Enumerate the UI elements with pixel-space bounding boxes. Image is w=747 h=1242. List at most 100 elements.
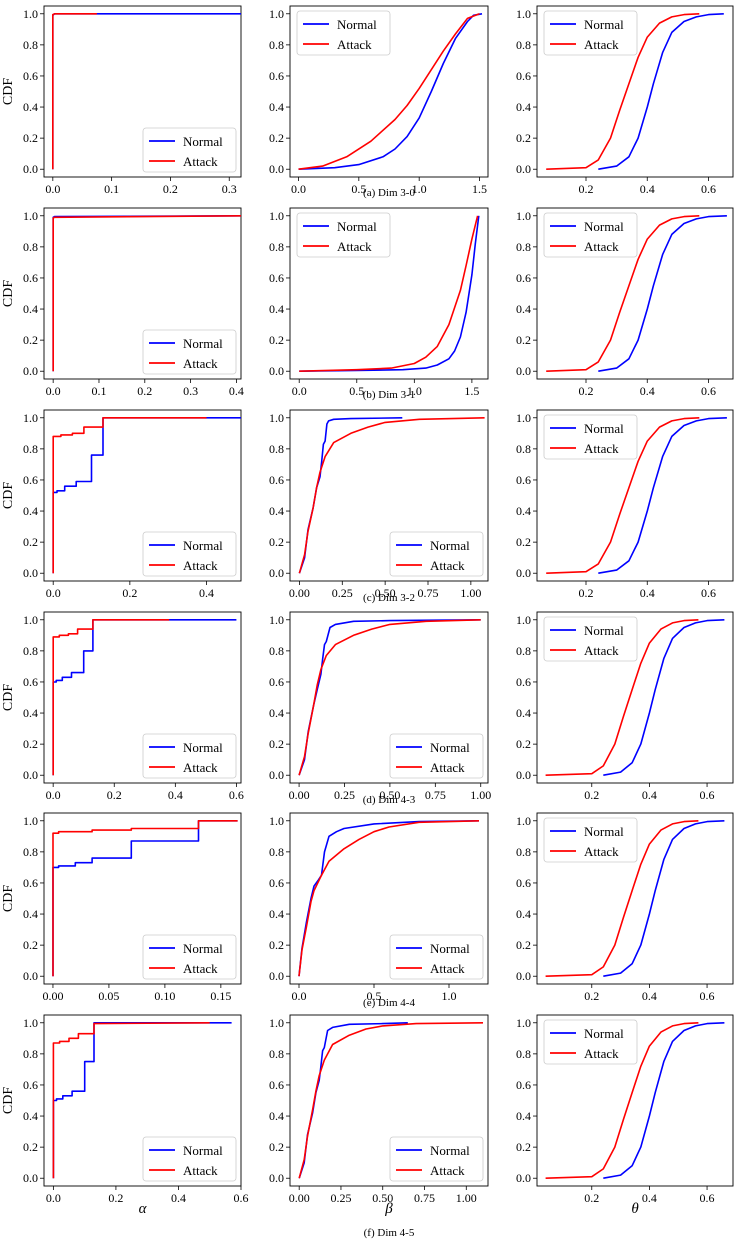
y-tick-label: 0.6	[23, 876, 38, 890]
y-tick-label: 0.0	[516, 364, 531, 378]
x-tick-label: 0.2	[108, 1191, 123, 1205]
x-axis-label: α	[139, 1201, 148, 1217]
subplot-r1-c2: 0.2 0.4 0.6 0.0 0.2 0.4 0.6 0.8 1.0 Normal Attack	[516, 207, 734, 398]
series-line-attack	[546, 417, 700, 574]
legend: Normal Attack	[389, 934, 484, 980]
x-tick-label: 0.00	[289, 586, 310, 600]
subplot-r5-c2: 0.2 0.4 0.6 0.0 0.2 0.4 0.6 0.8 1.0 Normal Attack θ	[516, 1014, 734, 1217]
x-tick-label: 0.6	[700, 989, 715, 1003]
y-tick-label: 0.2	[269, 535, 284, 549]
legend-label-normal: Normal	[584, 219, 624, 234]
subplot-r2-c2: 0.2 0.4 0.6 0.0 0.2 0.4 0.6 0.8 1.0 Normal Attack	[516, 409, 734, 600]
y-tick-label: 0.6	[516, 675, 531, 689]
y-tick-label: 0.2	[23, 131, 38, 145]
axes-frame	[536, 5, 734, 178]
series-line-attack	[52, 1022, 210, 1179]
legend-label-attack: Attack	[183, 760, 218, 775]
x-tick-label: 1.0	[412, 182, 427, 196]
series-line-normal	[603, 619, 725, 776]
x-tick-label: 0.2	[137, 384, 152, 398]
x-tick-label: 0.4	[168, 788, 183, 802]
axes-frame	[43, 812, 242, 985]
x-tick-label: 0.15	[210, 989, 231, 1003]
y-tick-label: 0.6	[269, 271, 284, 285]
x-tick-label: 1.0	[442, 989, 457, 1003]
subplot-r4-c2: 0.2 0.4 0.6 0.0 0.2 0.4 0.6 0.8 1.0 Normal Attack	[516, 812, 734, 1003]
axes-frame	[43, 611, 242, 784]
x-tick-label: 1.5	[464, 384, 479, 398]
x-tick-label: 0.2	[579, 182, 594, 196]
series-line-normal	[603, 820, 725, 977]
x-tick-label: 0.4	[640, 586, 655, 600]
legend-label-attack: Attack	[584, 844, 619, 859]
series-line-attack	[298, 1022, 484, 1179]
y-tick-label: 1.0	[516, 814, 531, 828]
y-tick-label: 0.8	[516, 240, 531, 254]
legend-label-normal: Normal	[430, 941, 470, 956]
x-tick-label: 0.25	[330, 1191, 351, 1205]
y-tick-label: 0.6	[23, 69, 38, 83]
y-tick-label: 0.0	[269, 364, 284, 378]
x-tick-label: 0.10	[154, 989, 175, 1003]
legend-label-normal: Normal	[183, 336, 223, 351]
y-tick-label: 0.6	[23, 473, 38, 487]
legend-label-normal: Normal	[183, 941, 223, 956]
legend: Normal Attack	[142, 329, 237, 375]
legend-label-attack: Attack	[430, 1163, 465, 1178]
axes-frame	[536, 611, 734, 784]
y-tick-label: 0.8	[516, 442, 531, 456]
y-tick-label: 0.0	[23, 364, 38, 378]
x-tick-label: 0.4	[642, 1191, 657, 1205]
axes-frame	[289, 409, 489, 582]
axes-frame	[536, 207, 734, 380]
legend: Normal Attack	[296, 212, 391, 258]
y-tick-label: 0.8	[23, 442, 38, 456]
x-tick-label: 0.6	[234, 1191, 249, 1205]
series-line-normal	[598, 215, 727, 372]
x-tick-label: 0.2	[163, 182, 178, 196]
legend-label-normal: Normal	[337, 219, 377, 234]
y-tick-label: 0.0	[516, 1171, 531, 1185]
y-tick-label: 0.2	[269, 1140, 284, 1154]
subplot-r1-c0: 0.0 0.1 0.2 0.3 0.4 0.0 0.2 0.4 0.6 0.8 1.0 CDF Norm…	[1, 207, 244, 398]
series-line-attack	[52, 819, 238, 977]
x-tick-label: 0.75	[425, 788, 446, 802]
series-line-attack	[298, 13, 480, 170]
legend-label-attack: Attack	[430, 760, 465, 775]
x-tick-label: 0.0	[46, 586, 61, 600]
y-tick-label: 0.0	[269, 969, 284, 983]
x-tick-label: 0.2	[122, 586, 137, 600]
y-tick-label: 1.0	[23, 613, 38, 627]
subplot-r0-c2: 0.2 0.4 0.6 0.0 0.2 0.4 0.6 0.8 1.0 Normal Attack	[516, 5, 734, 196]
subplot-r4-c0: 0.00 0.05 0.10 0.15 0.0 0.2 0.4 0.6 0.8 1.0 CDF Nor…	[1, 812, 242, 1003]
y-tick-label: 0.4	[23, 100, 38, 114]
y-tick-label: 0.0	[516, 768, 531, 782]
legend-label-normal: Normal	[183, 134, 223, 149]
x-tick-label: 0.0	[46, 384, 61, 398]
y-tick-label: 0.4	[269, 504, 284, 518]
axes-frame	[289, 611, 489, 784]
legend-label-attack: Attack	[584, 1046, 619, 1061]
x-tick-label: 0.6	[700, 788, 715, 802]
y-tick-label: 0.0	[23, 566, 38, 580]
x-tick-label: 1.5	[472, 182, 487, 196]
y-tick-label: 0.0	[269, 566, 284, 580]
legend-label-normal: Normal	[430, 740, 470, 755]
y-tick-label: 0.8	[23, 240, 38, 254]
axes-frame	[43, 5, 242, 178]
series-line-normal	[52, 1021, 232, 1179]
legend: Normal Attack	[389, 531, 484, 577]
x-tick-label: 0.1	[91, 384, 106, 398]
row-caption: (e) Dim 4-4	[363, 997, 415, 1009]
y-tick-label: 0.6	[269, 473, 284, 487]
legend-label-attack: Attack	[183, 558, 218, 573]
legend: Normal Attack	[142, 127, 237, 173]
y-tick-label: 0.4	[516, 504, 531, 518]
y-tick-label: 1.0	[516, 7, 531, 21]
series-line-normal	[52, 819, 238, 977]
y-tick-label: 0.4	[23, 1109, 38, 1123]
y-tick-label: 0.0	[516, 969, 531, 983]
y-tick-label: 0.4	[516, 1109, 531, 1123]
subplot-r5-c1: 0.00 0.25 0.50 0.75 1.00 0.0 0.2 0.4 0.6 0.8 1.0 No…	[269, 1014, 489, 1217]
y-tick-label: 0.6	[23, 675, 38, 689]
